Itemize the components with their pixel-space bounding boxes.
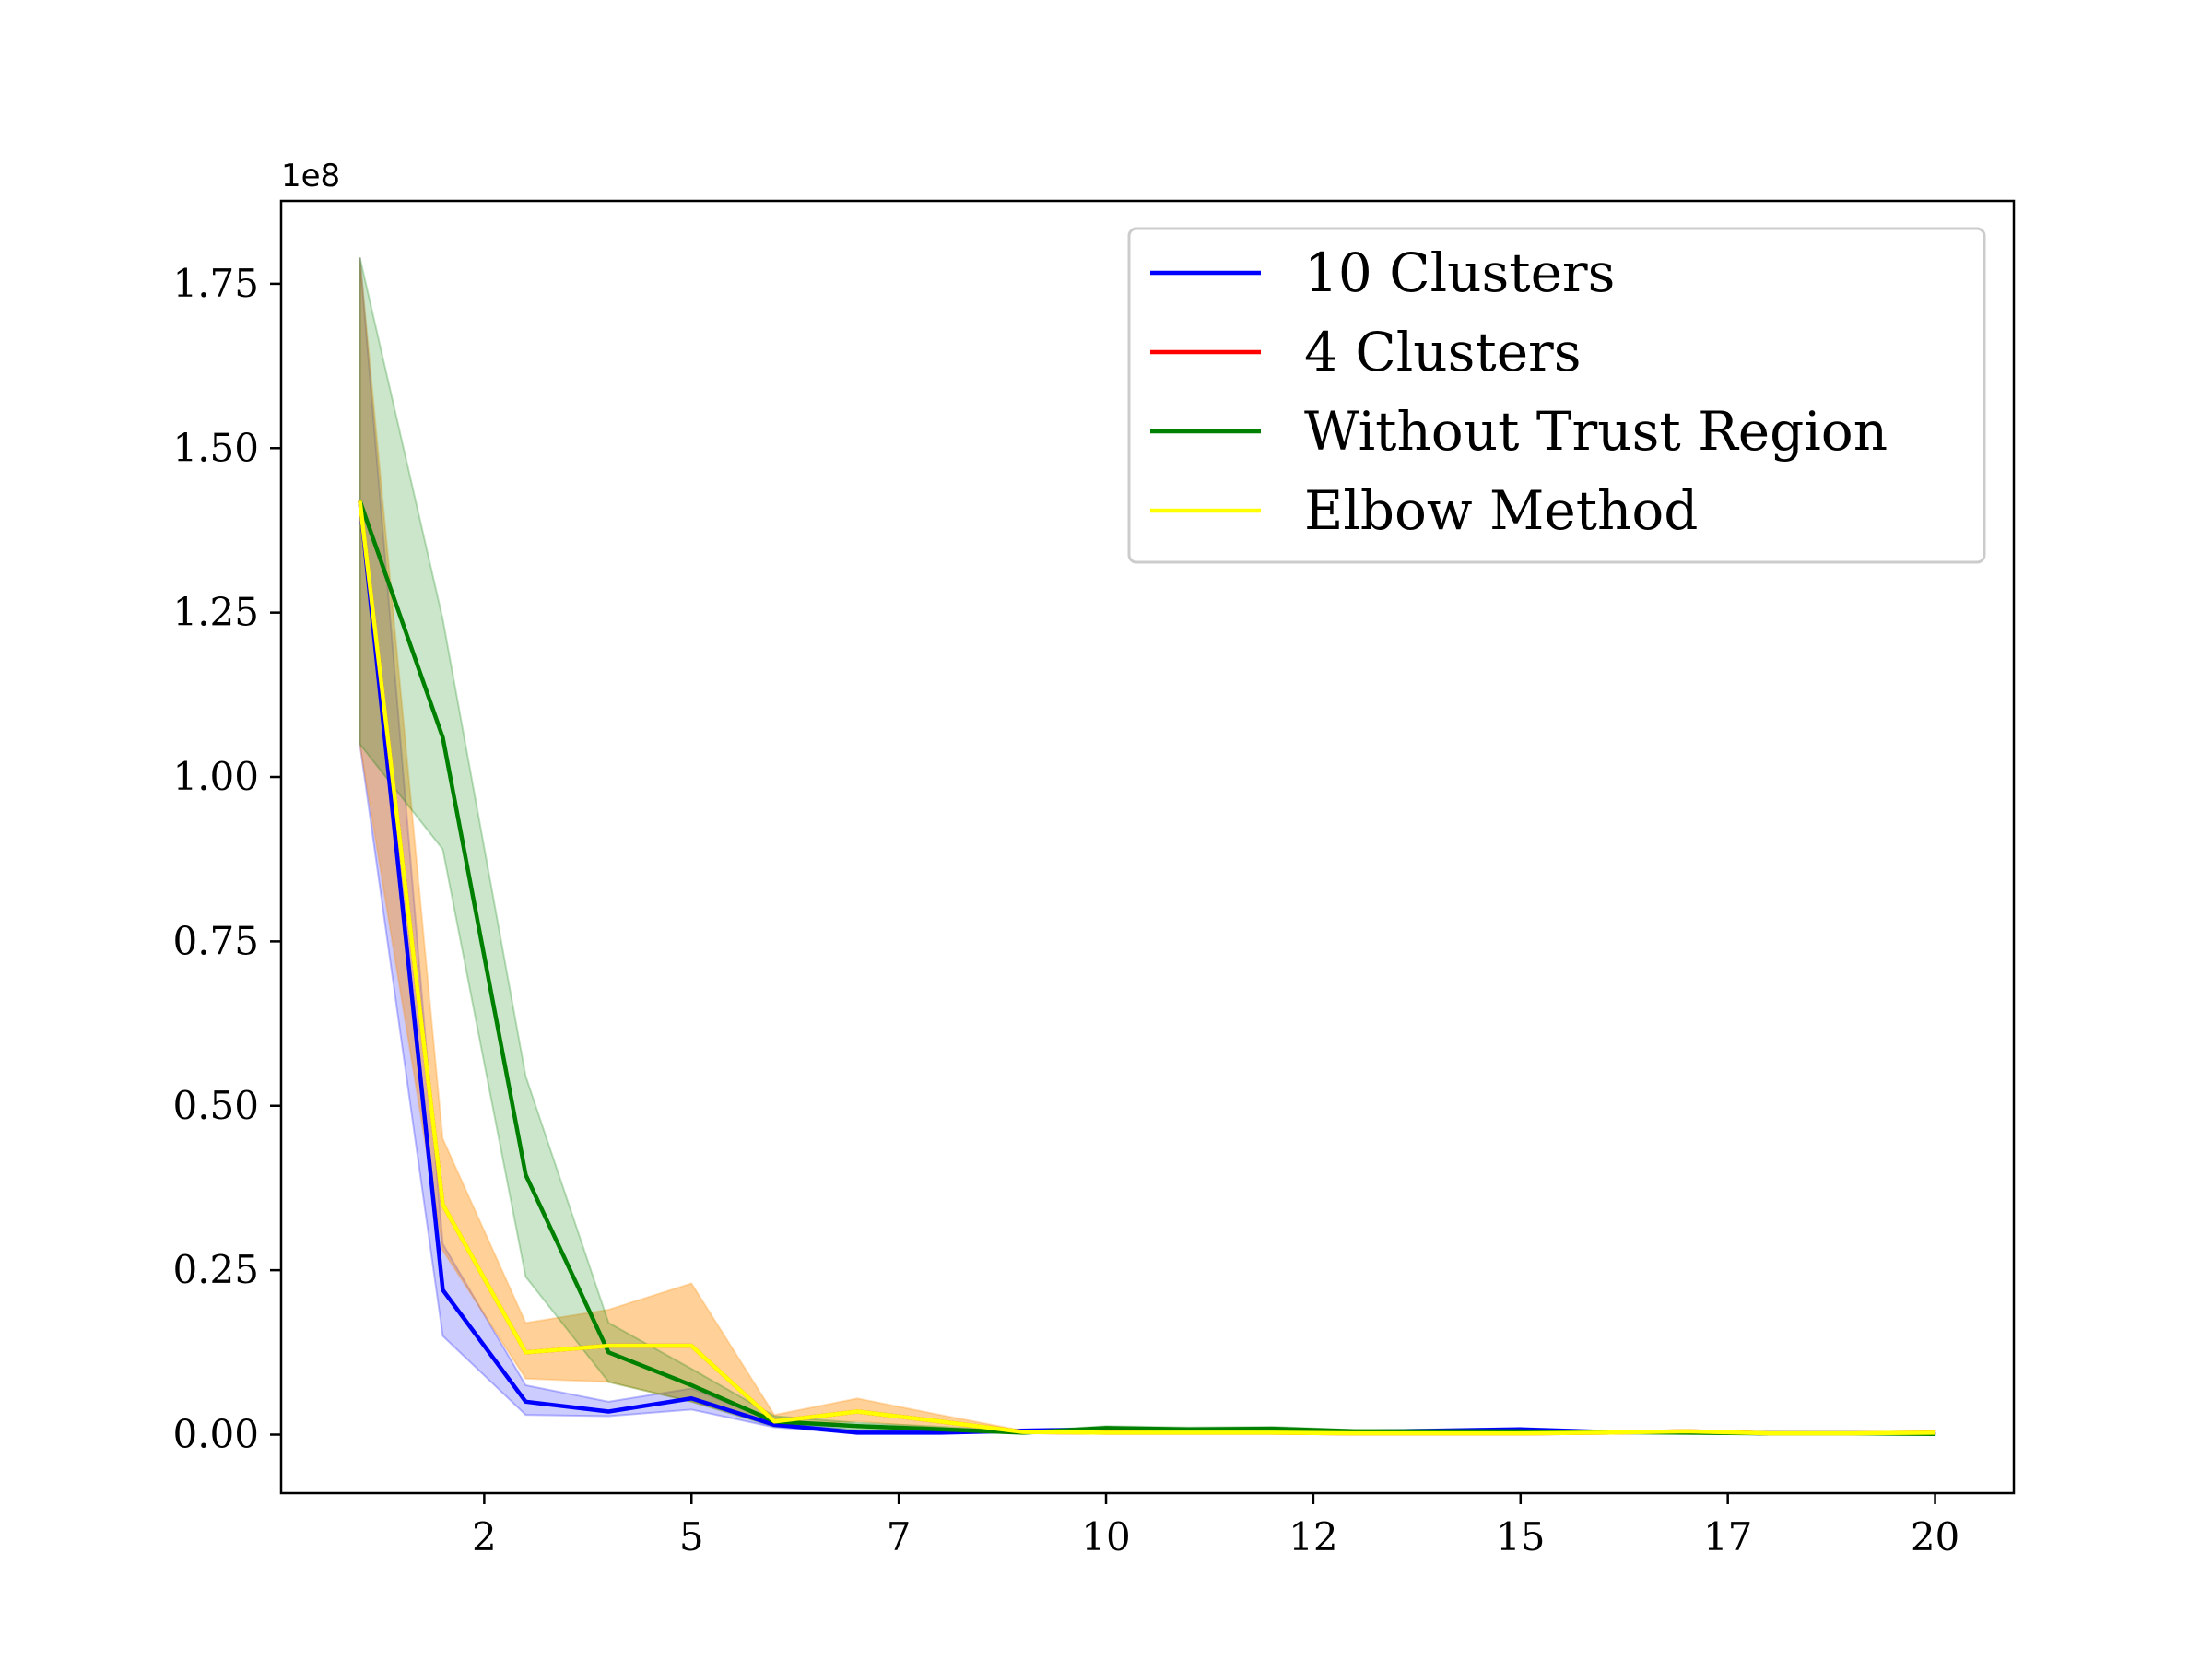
y-tick-label: 1.00 <box>172 754 259 799</box>
series-lines <box>358 500 1936 1437</box>
axes-frame <box>279 199 2016 1495</box>
y-tick-label: 0.50 <box>172 1083 259 1128</box>
x-tick-label: 5 <box>679 1514 704 1559</box>
legend-label: Elbow Method <box>1304 479 1698 542</box>
y-tick-label: 1.25 <box>172 590 259 635</box>
y-tick-label: 0.25 <box>172 1247 259 1292</box>
x-axis: 2 5 7 10 12 15 17 20 <box>472 1493 1959 1559</box>
y-offset-label: 1e8 <box>281 158 340 194</box>
x-tick-label: 10 <box>1081 1514 1130 1559</box>
x-tick-label: 12 <box>1288 1514 1337 1559</box>
x-tick-label: 15 <box>1496 1514 1545 1559</box>
y-axis: 0.00 0.25 0.50 0.75 1.00 1.25 1.50 1.75 <box>172 261 281 1456</box>
legend-label: Without Trust Region <box>1304 400 1888 463</box>
line-series-3 <box>358 500 1936 1436</box>
y-tick-label: 0.75 <box>172 918 259 963</box>
y-tick-label: 1.75 <box>172 261 259 306</box>
x-tick-label: 7 <box>887 1514 912 1559</box>
x-tick-label: 20 <box>1911 1514 1959 1559</box>
y-tick-label: 0.00 <box>172 1411 259 1456</box>
legend-box <box>1127 227 1986 564</box>
x-tick-label: 17 <box>1703 1514 1752 1559</box>
y-tick-label: 1.50 <box>172 425 259 470</box>
legend-label: 4 Clusters <box>1304 321 1582 383</box>
legend: 10 Clusters 4 Clusters Without Trust Regio… <box>1127 227 1986 564</box>
legend-label: 10 Clusters <box>1304 241 1615 304</box>
x-tick-label: 2 <box>472 1514 497 1559</box>
